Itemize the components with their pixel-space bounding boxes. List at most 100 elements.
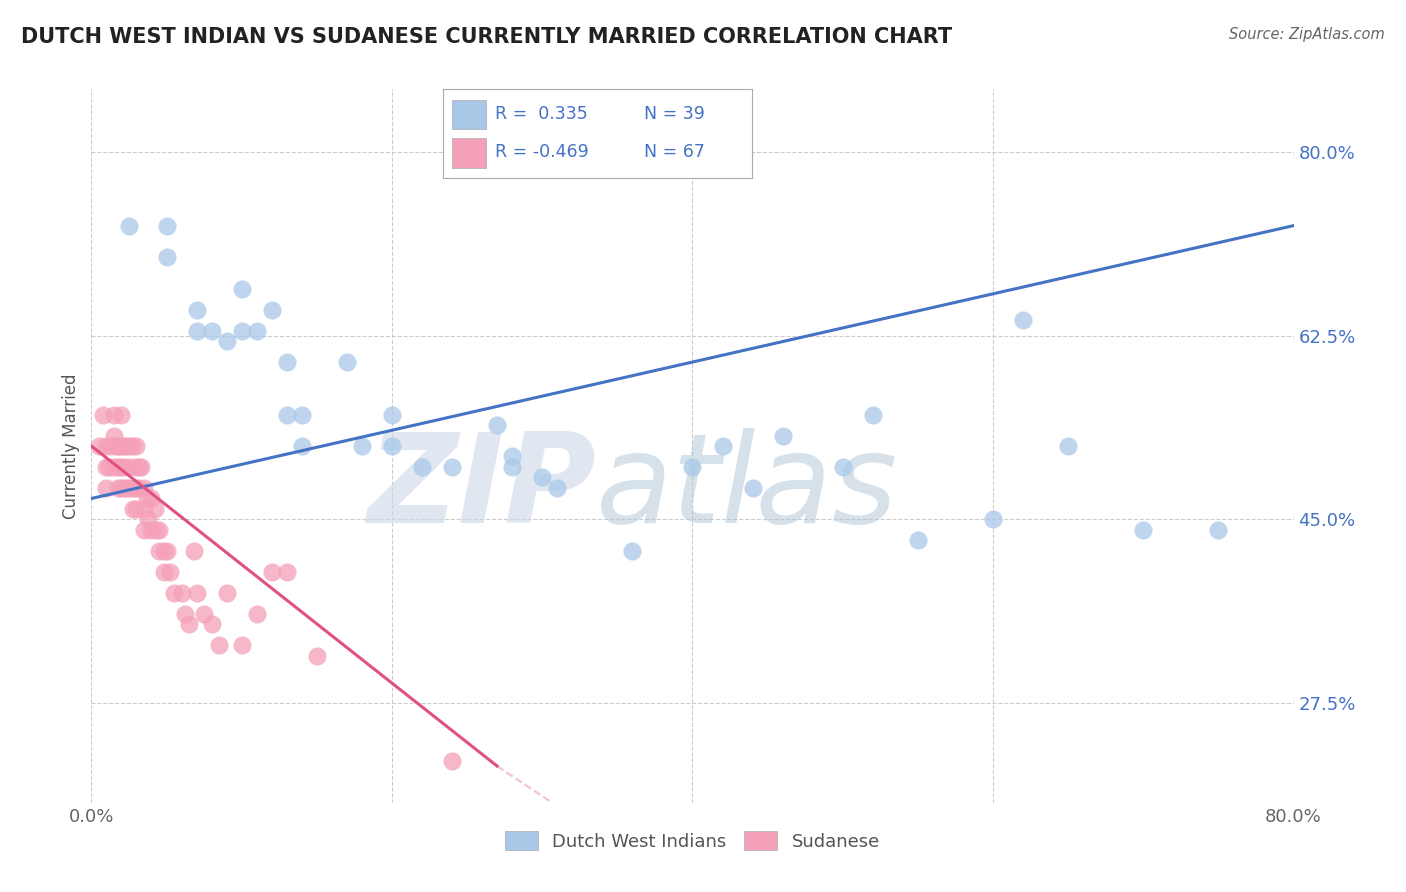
FancyBboxPatch shape bbox=[453, 100, 486, 129]
Point bbox=[440, 460, 463, 475]
Point bbox=[772, 428, 794, 442]
Point bbox=[145, 523, 167, 537]
Point bbox=[1012, 313, 1035, 327]
Point bbox=[143, 502, 166, 516]
Point bbox=[1132, 523, 1154, 537]
Point bbox=[136, 491, 159, 506]
Point bbox=[107, 460, 129, 475]
Point bbox=[531, 470, 554, 484]
Point bbox=[125, 460, 148, 475]
Text: N = 67: N = 67 bbox=[644, 143, 704, 161]
Point bbox=[141, 523, 163, 537]
Point bbox=[201, 617, 224, 632]
Point bbox=[183, 544, 205, 558]
Point bbox=[215, 334, 238, 348]
Point bbox=[128, 460, 150, 475]
Point bbox=[132, 502, 155, 516]
FancyBboxPatch shape bbox=[453, 138, 486, 168]
Point bbox=[110, 439, 132, 453]
Point bbox=[170, 586, 193, 600]
Point bbox=[114, 460, 136, 475]
Point bbox=[114, 481, 136, 495]
Point bbox=[276, 408, 298, 422]
Point bbox=[152, 544, 174, 558]
Point bbox=[201, 324, 224, 338]
Point bbox=[907, 533, 929, 548]
Point bbox=[231, 282, 253, 296]
Point bbox=[711, 439, 734, 453]
Point bbox=[208, 639, 231, 653]
Y-axis label: Currently Married: Currently Married bbox=[62, 373, 80, 519]
Point bbox=[231, 639, 253, 653]
Point bbox=[118, 460, 141, 475]
Point bbox=[107, 439, 129, 453]
Point bbox=[107, 481, 129, 495]
Point bbox=[118, 219, 141, 233]
Point bbox=[103, 408, 125, 422]
Point bbox=[411, 460, 433, 475]
Point bbox=[125, 502, 148, 516]
Point bbox=[231, 324, 253, 338]
Text: atlas: atlas bbox=[596, 428, 898, 549]
Point bbox=[177, 617, 200, 632]
Point bbox=[118, 481, 141, 495]
Point bbox=[118, 439, 141, 453]
Point bbox=[381, 439, 404, 453]
Text: R = -0.469: R = -0.469 bbox=[495, 143, 589, 161]
Text: Source: ZipAtlas.com: Source: ZipAtlas.com bbox=[1229, 27, 1385, 42]
Point bbox=[96, 481, 118, 495]
Point bbox=[163, 586, 186, 600]
Point bbox=[486, 417, 509, 432]
Point bbox=[741, 481, 763, 495]
Point bbox=[132, 481, 155, 495]
Point bbox=[115, 439, 138, 453]
Point bbox=[129, 460, 152, 475]
Point bbox=[1208, 523, 1230, 537]
Text: R =  0.335: R = 0.335 bbox=[495, 105, 588, 123]
Point bbox=[96, 460, 118, 475]
Point bbox=[110, 408, 132, 422]
Point bbox=[862, 408, 884, 422]
Point bbox=[159, 565, 181, 579]
Point bbox=[276, 355, 298, 369]
Point bbox=[546, 481, 568, 495]
Point bbox=[215, 586, 238, 600]
Point bbox=[381, 408, 404, 422]
Point bbox=[291, 439, 314, 453]
Point bbox=[87, 439, 110, 453]
Point bbox=[173, 607, 195, 621]
Point bbox=[103, 460, 125, 475]
Point bbox=[246, 607, 269, 621]
Point bbox=[246, 324, 269, 338]
Point bbox=[350, 439, 373, 453]
Point bbox=[121, 439, 143, 453]
Point bbox=[186, 586, 208, 600]
Point bbox=[336, 355, 359, 369]
Point bbox=[276, 565, 298, 579]
Point bbox=[114, 439, 136, 453]
Point bbox=[186, 302, 208, 317]
Text: DUTCH WEST INDIAN VS SUDANESE CURRENTLY MARRIED CORRELATION CHART: DUTCH WEST INDIAN VS SUDANESE CURRENTLY … bbox=[21, 27, 952, 46]
Point bbox=[155, 250, 177, 264]
Point bbox=[138, 512, 160, 526]
Point bbox=[193, 607, 215, 621]
Point bbox=[128, 481, 150, 495]
Legend: Dutch West Indians, Sudanese: Dutch West Indians, Sudanese bbox=[498, 824, 887, 858]
Point bbox=[93, 408, 115, 422]
Point bbox=[122, 502, 145, 516]
Point bbox=[260, 565, 283, 579]
Point bbox=[291, 408, 314, 422]
Point bbox=[148, 523, 170, 537]
Point bbox=[110, 481, 132, 495]
Point bbox=[105, 439, 128, 453]
Point bbox=[141, 491, 163, 506]
Point bbox=[152, 565, 174, 579]
Point bbox=[186, 324, 208, 338]
Point bbox=[501, 450, 523, 464]
Point bbox=[981, 512, 1004, 526]
Point bbox=[501, 460, 523, 475]
Point bbox=[110, 460, 132, 475]
Point bbox=[831, 460, 853, 475]
Point bbox=[621, 544, 644, 558]
Point bbox=[100, 439, 122, 453]
